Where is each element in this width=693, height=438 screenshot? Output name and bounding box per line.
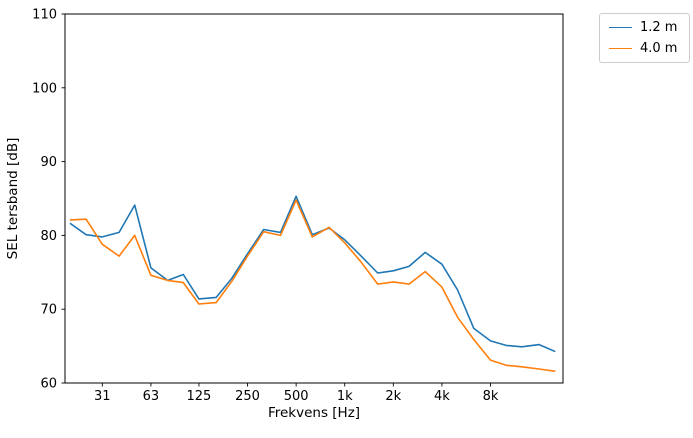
x-tick-label: 1k	[337, 389, 353, 404]
x-tick-label: 250	[235, 389, 260, 404]
x-tick-label: 125	[187, 389, 212, 404]
x-tick-label: 2k	[385, 389, 401, 404]
x-tick-label: 500	[284, 389, 309, 404]
y-tick-label: 70	[40, 303, 57, 318]
legend-line-swatch	[609, 27, 632, 28]
legend-line-swatch	[609, 48, 632, 49]
plot-border	[64, 13, 564, 384]
x-tick-label: 31	[94, 389, 111, 404]
series-line-4.0-m	[69, 199, 556, 373]
x-tick-label: 4k	[434, 389, 450, 404]
x-tick-label: 8k	[483, 389, 499, 404]
series-line-1.2-m	[69, 195, 556, 353]
legend-item: 1.2 m	[609, 21, 677, 34]
y-axis-label: SEL tersband [dB]	[5, 138, 21, 260]
x-axis-label: Frekvens [Hz]	[268, 405, 360, 421]
y-tick-label: 90	[40, 155, 57, 170]
y-tick-label: 100	[32, 81, 57, 96]
x-tick-label: 63	[143, 389, 160, 404]
y-tick-label: 80	[40, 229, 57, 244]
y-tick-label: 60	[40, 377, 57, 392]
legend-label: 1.2 m	[640, 20, 678, 35]
chart-legend: 1.2 m 4.0 m	[599, 13, 691, 63]
legend-item: 4.0 m	[609, 42, 677, 55]
legend-label: 4.0 m	[640, 41, 678, 56]
y-tick-label: 110	[32, 8, 57, 23]
